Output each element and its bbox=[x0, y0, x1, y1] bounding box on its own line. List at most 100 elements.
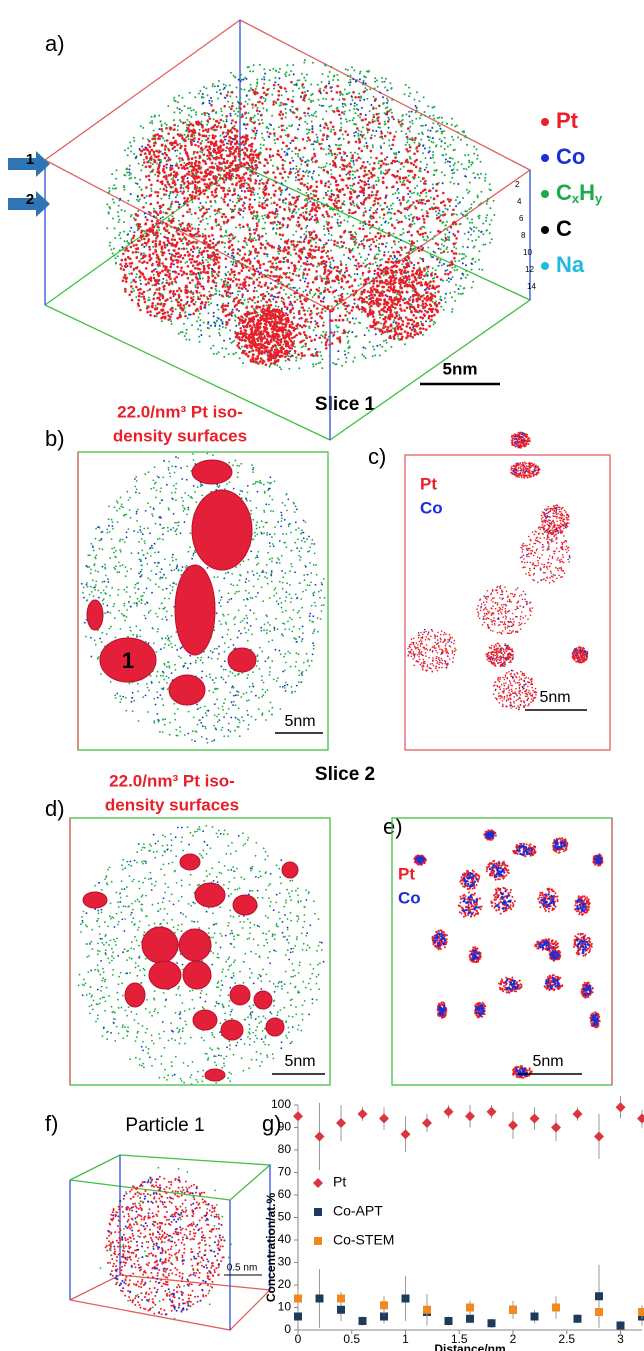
scale-bar-label: 5nm bbox=[284, 713, 315, 730]
iso-surface bbox=[192, 490, 252, 570]
marker bbox=[574, 1315, 582, 1323]
iso-surface bbox=[233, 895, 257, 915]
marker bbox=[380, 1301, 388, 1309]
atom-cloud bbox=[490, 887, 516, 915]
legend-label-part: C bbox=[556, 180, 572, 205]
marker bbox=[637, 1114, 644, 1124]
y-tick-label: 40 bbox=[278, 1232, 292, 1246]
axis-number: 6 bbox=[519, 214, 524, 223]
marker bbox=[531, 1313, 539, 1321]
legend-label-part: y bbox=[595, 191, 603, 206]
axis-number: 4 bbox=[517, 197, 522, 206]
marker bbox=[530, 1114, 540, 1124]
atom-cloud bbox=[481, 588, 528, 628]
iso-surface bbox=[183, 961, 211, 989]
marker bbox=[423, 1306, 431, 1314]
atom-cloud bbox=[541, 504, 570, 535]
marker bbox=[358, 1109, 368, 1119]
iso-label: density surfaces bbox=[113, 426, 247, 445]
legend-label: Na bbox=[556, 252, 585, 277]
iso-surface bbox=[83, 892, 107, 908]
x-tick-label: 1 bbox=[402, 1332, 409, 1346]
x-tick-label: 2 bbox=[510, 1332, 517, 1346]
y-tick-label: 0 bbox=[284, 1322, 291, 1336]
marker bbox=[595, 1292, 603, 1300]
marker bbox=[638, 1308, 644, 1316]
axis-number: 12 bbox=[525, 265, 534, 274]
legend-label: Pt bbox=[420, 474, 437, 493]
legend-marker bbox=[314, 1208, 322, 1216]
iso-surface bbox=[193, 1010, 217, 1030]
marker bbox=[294, 1313, 302, 1321]
legend-marker bbox=[541, 226, 549, 234]
x-axis-label: Distance/nm bbox=[434, 1342, 505, 1351]
legend-marker bbox=[314, 1237, 322, 1245]
legend-label: Co-APT bbox=[333, 1203, 383, 1219]
legend-label: CxHy bbox=[556, 180, 603, 207]
panel-label: b) bbox=[45, 426, 65, 451]
y-tick-label: 100 bbox=[271, 1097, 291, 1111]
marker bbox=[294, 1295, 302, 1303]
iso-surface bbox=[142, 927, 178, 963]
x-tick-label: 3 bbox=[617, 1332, 624, 1346]
axis-number: 10 bbox=[523, 248, 532, 257]
marker bbox=[316, 1295, 324, 1303]
atom-cloud bbox=[485, 643, 514, 667]
marker bbox=[444, 1107, 454, 1117]
marker bbox=[573, 1109, 583, 1119]
marker bbox=[336, 1118, 346, 1128]
marker bbox=[337, 1295, 345, 1303]
legend-label: Co-STEM bbox=[333, 1232, 394, 1248]
marker bbox=[293, 1111, 303, 1121]
marker bbox=[595, 1308, 603, 1316]
marker bbox=[465, 1111, 475, 1121]
particle-label: 1 bbox=[122, 648, 134, 673]
panel-label: c) bbox=[368, 444, 386, 469]
panel-label: a) bbox=[45, 31, 65, 56]
iso-surface bbox=[254, 991, 272, 1009]
atom-cloud bbox=[510, 462, 540, 479]
marker bbox=[616, 1102, 626, 1112]
marker bbox=[488, 1319, 496, 1327]
iso-surface bbox=[179, 929, 211, 961]
x-tick-label: 0.5 bbox=[343, 1332, 360, 1346]
y-tick-label: 50 bbox=[278, 1210, 292, 1224]
marker bbox=[401, 1129, 411, 1139]
iso-surface bbox=[266, 1018, 284, 1036]
legend-label: Pt bbox=[398, 864, 415, 883]
axis-number: 14 bbox=[527, 282, 536, 291]
scale-bar-label: 5nm bbox=[443, 359, 478, 378]
iso-surface bbox=[175, 565, 215, 655]
axis-number: 2 bbox=[515, 180, 520, 189]
marker bbox=[552, 1304, 560, 1312]
scale-bar-label: 5nm bbox=[284, 1053, 315, 1070]
iso-surface bbox=[195, 883, 225, 907]
marker bbox=[359, 1317, 367, 1325]
atom-cloud bbox=[407, 630, 457, 672]
marker bbox=[315, 1132, 325, 1142]
particle-title: Particle 1 bbox=[125, 1115, 204, 1136]
marker bbox=[487, 1107, 497, 1117]
iso-surface bbox=[221, 1020, 243, 1040]
atom-cloud bbox=[493, 670, 537, 711]
y-tick-label: 80 bbox=[278, 1142, 292, 1156]
atom-cloud bbox=[572, 646, 589, 663]
arrow-label: 1 bbox=[26, 151, 34, 168]
marker bbox=[402, 1295, 410, 1303]
marker bbox=[617, 1322, 625, 1330]
iso-surface bbox=[228, 648, 256, 672]
arrow-label: 2 bbox=[26, 191, 34, 208]
legend-marker bbox=[541, 190, 549, 198]
chart: 010203040506070809010000.511.522.53Dista… bbox=[264, 1096, 644, 1351]
legend-marker bbox=[541, 154, 549, 162]
atom-cloud bbox=[140, 119, 261, 200]
atom-cloud bbox=[511, 432, 531, 449]
marker bbox=[594, 1132, 604, 1142]
iso-surface bbox=[87, 600, 103, 630]
iso-label: 22.0/nm³ Pt iso- bbox=[117, 402, 243, 421]
atom-cloud bbox=[100, 1167, 232, 1320]
legend-label: Pt bbox=[556, 108, 579, 133]
marker bbox=[422, 1118, 432, 1128]
slice-title: Slice 2 bbox=[315, 764, 375, 785]
legend-marker bbox=[541, 118, 549, 126]
